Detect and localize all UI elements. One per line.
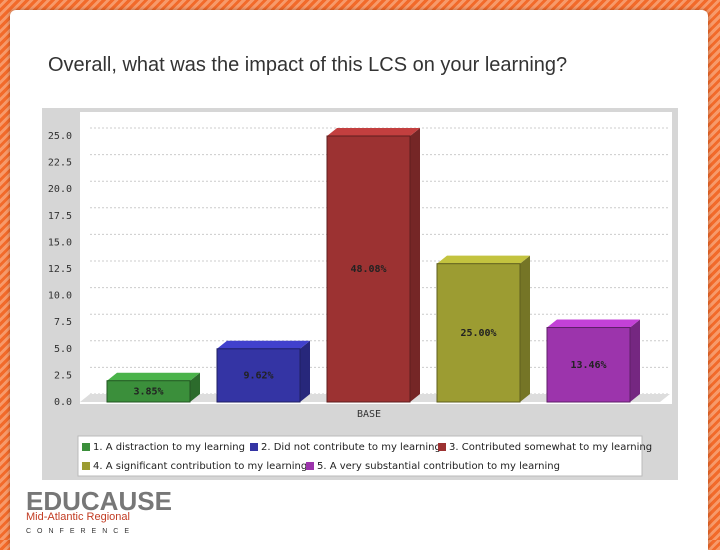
bar-top — [107, 372, 200, 381]
x-tick-label: BASE — [357, 409, 381, 420]
y-tick-label: 0.0 — [54, 397, 72, 408]
legend-swatch — [82, 462, 90, 470]
legend-label: 5. A very substantial contribution to my… — [317, 461, 560, 472]
logo-event: CONFERENCE — [26, 528, 135, 535]
bar — [546, 327, 631, 403]
bar — [106, 380, 191, 403]
legend-swatch — [306, 462, 314, 470]
bar-side — [190, 372, 200, 402]
legend-label: 2. Did not contribute to my learning — [261, 442, 441, 453]
legend-swatch — [82, 443, 90, 451]
legend-label: 4. A significant contribution to my lear… — [93, 461, 307, 472]
y-tick-label: 25.0 — [48, 131, 72, 142]
bar — [436, 263, 521, 403]
logo-name: EDUCAUSE — [26, 486, 172, 516]
bar-side — [520, 255, 530, 402]
data-label: 3.85% — [133, 386, 163, 397]
bar-top — [547, 319, 640, 328]
slide-title: Overall, what was the impact of this LCS… — [48, 54, 568, 76]
y-tick-label: 12.5 — [48, 264, 72, 275]
y-tick-label: 2.5 — [54, 370, 72, 381]
legend-label: 1. A distraction to my learning — [93, 442, 245, 453]
bar-side — [630, 319, 640, 402]
data-label: 25.00% — [460, 328, 496, 339]
y-tick-label: 5.0 — [54, 344, 72, 355]
y-tick-label: 17.5 — [48, 211, 72, 222]
logo-region: Mid-Atlantic Regional — [26, 511, 130, 523]
legend-swatch — [438, 443, 446, 451]
data-label: 48.08% — [350, 264, 386, 275]
bar-top — [327, 128, 420, 136]
bar — [216, 348, 301, 403]
legend — [77, 435, 643, 477]
bar-side — [410, 128, 420, 402]
legend-label: 3. Contributed somewhat to my learning — [449, 442, 652, 453]
bar-top — [437, 255, 530, 264]
bar-top — [217, 340, 310, 349]
data-label: 9.62% — [243, 370, 273, 381]
y-tick-label: 20.0 — [48, 184, 72, 195]
data-label: 13.46% — [570, 360, 606, 371]
y-tick-label: 15.0 — [48, 237, 72, 248]
bar — [326, 135, 411, 403]
y-tick-label: 22.5 — [48, 158, 72, 169]
y-tick-label: 10.0 — [48, 291, 72, 302]
bar-side — [300, 340, 310, 402]
y-tick-label: 7.5 — [54, 317, 72, 328]
legend-swatch — [250, 443, 258, 451]
